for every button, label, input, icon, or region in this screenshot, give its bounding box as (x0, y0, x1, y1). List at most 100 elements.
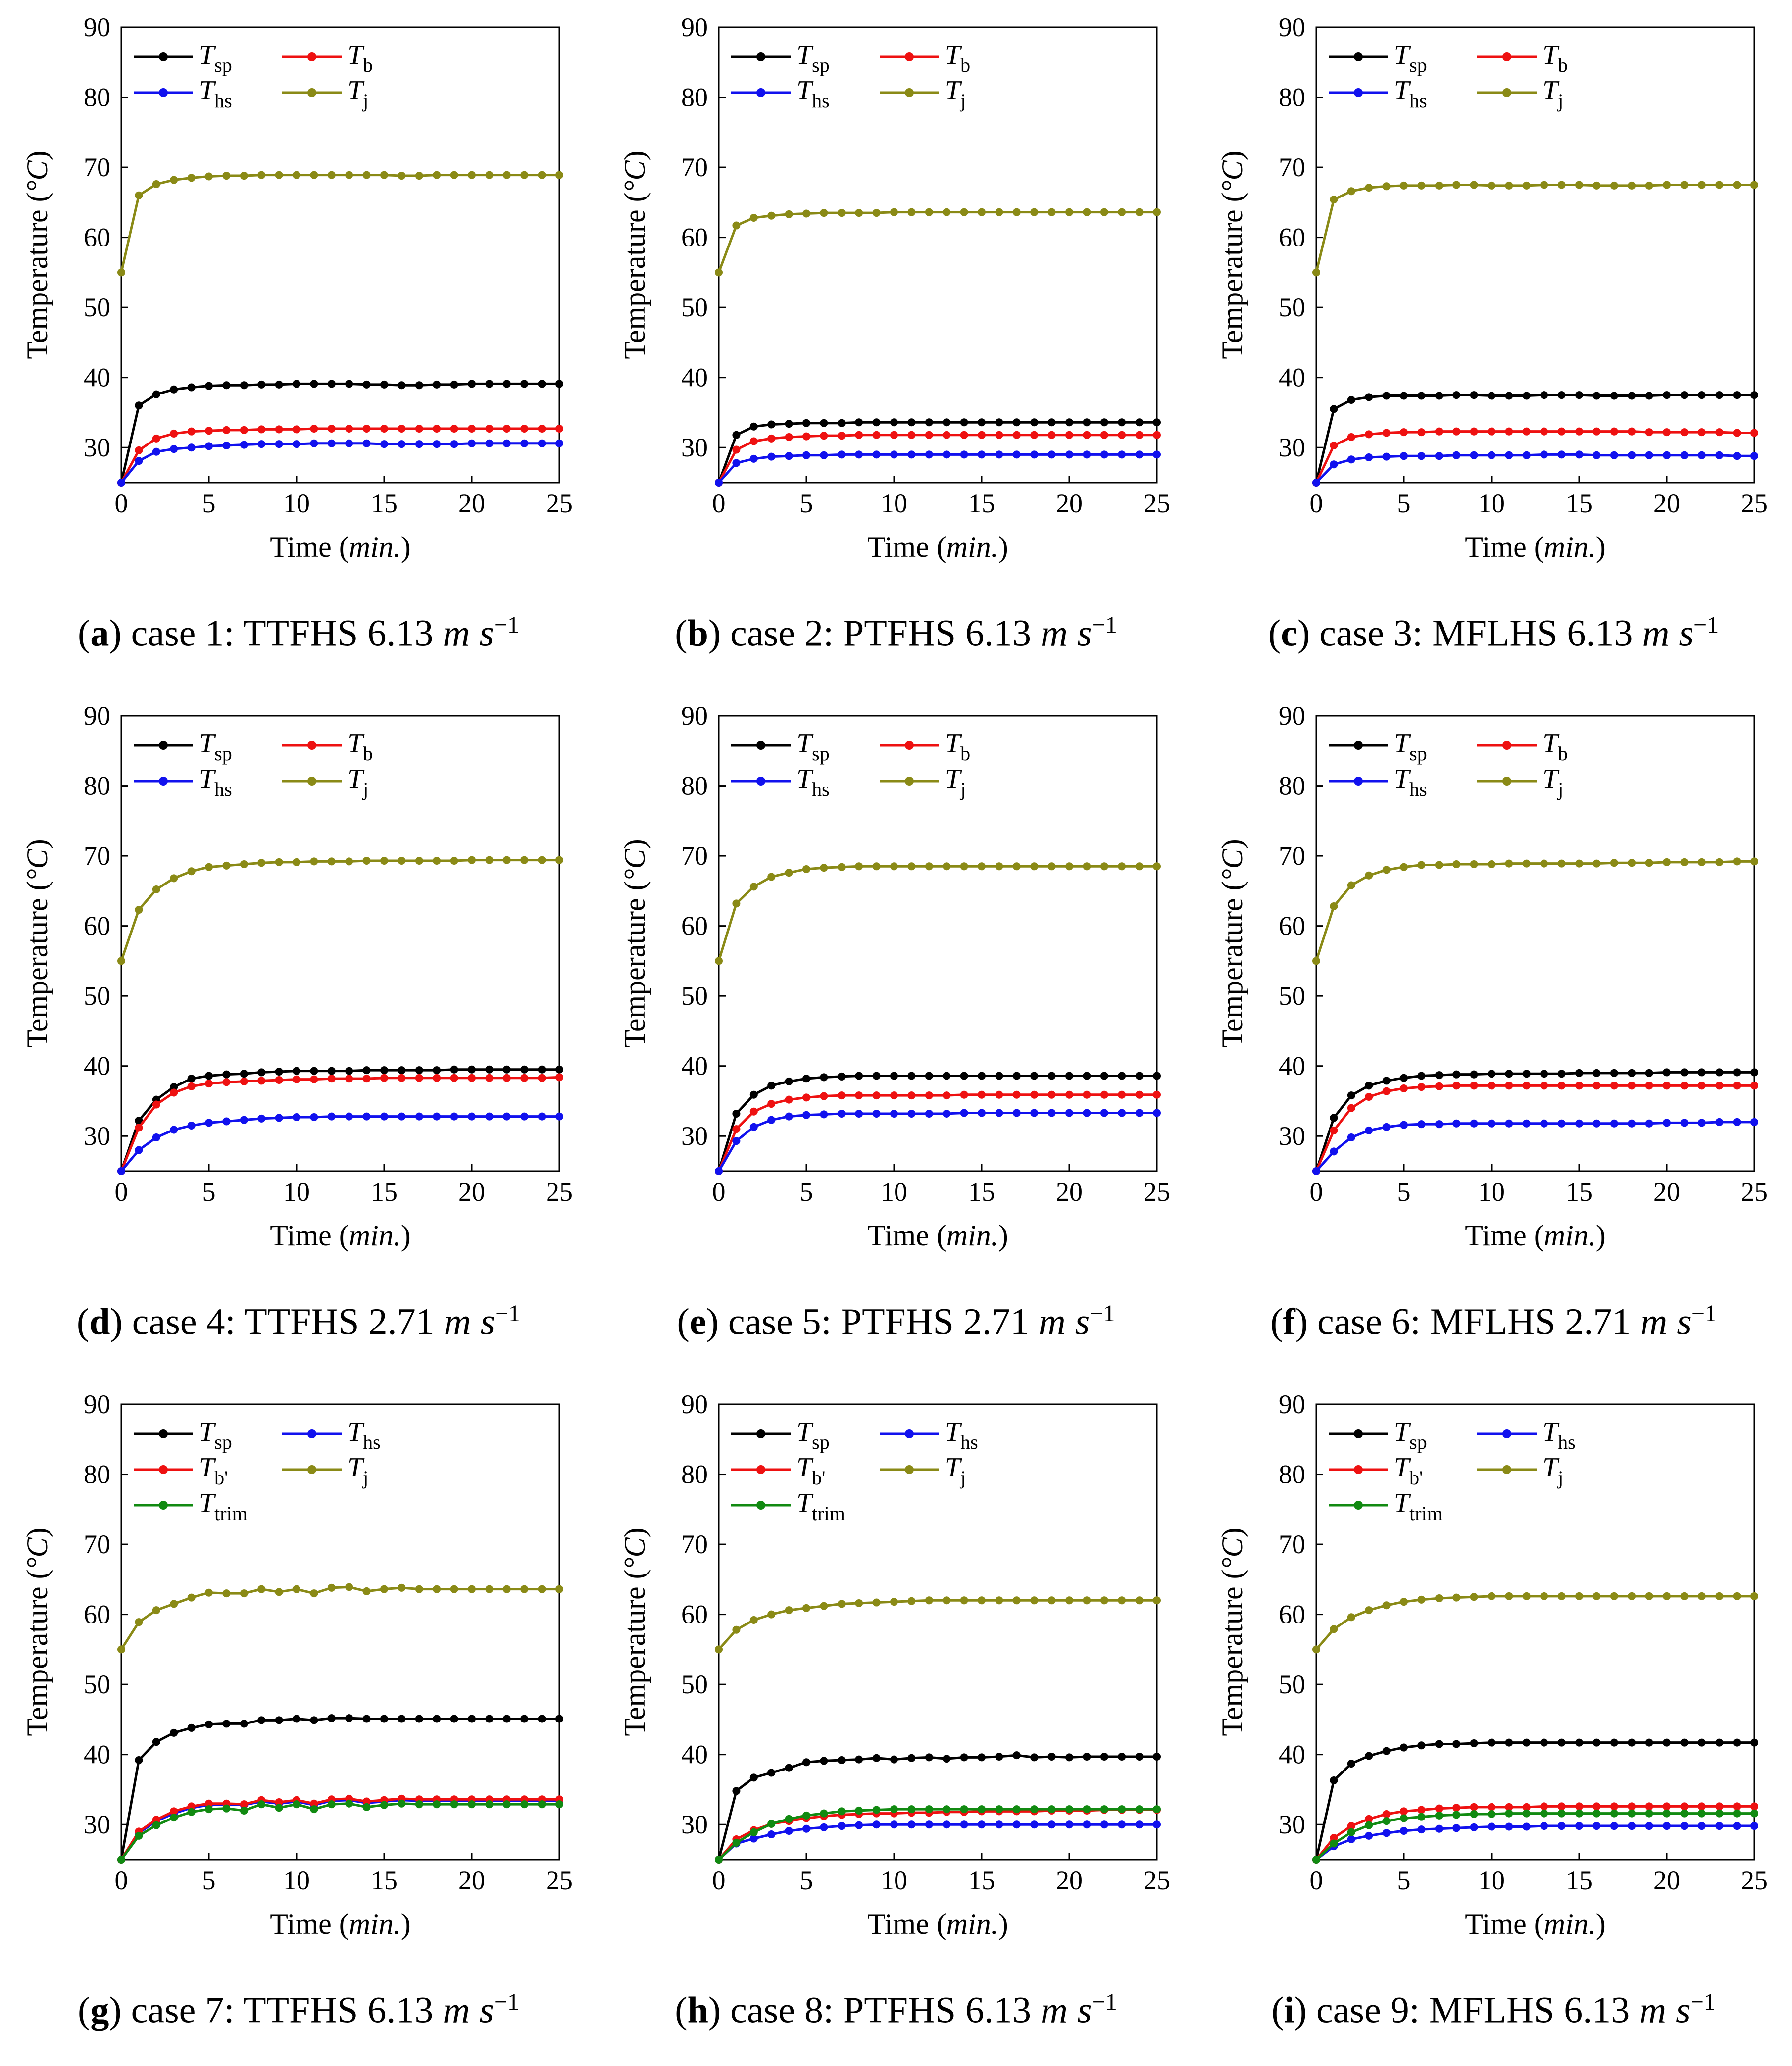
legend-label-sub: b' (214, 1467, 228, 1489)
y-tick-label: 70 (84, 152, 110, 182)
legend-label-sub: j (362, 1467, 368, 1489)
data-point (1065, 862, 1073, 871)
series-Tj (1312, 1592, 1758, 1654)
data-point (415, 381, 423, 390)
data-point (1610, 1069, 1618, 1077)
data-point (890, 1805, 898, 1814)
data-point (749, 1773, 758, 1782)
data-point (538, 1585, 546, 1593)
data-point (1417, 1120, 1426, 1129)
caption-unit-m: m (444, 1301, 471, 1343)
data-point (732, 1787, 741, 1795)
y-tick-label: 40 (1279, 1051, 1305, 1081)
data-point (520, 1112, 529, 1121)
legend-swatch-marker (159, 1429, 168, 1438)
data-point (1118, 1090, 1126, 1099)
data-point (1750, 429, 1758, 437)
data-point (890, 431, 898, 439)
data-point (520, 425, 529, 433)
data-point (257, 171, 266, 179)
data-point (1347, 1835, 1355, 1843)
series-Ths (715, 450, 1161, 487)
chart-b: 0 5 10 15 20 25 30 40 50 60 70 80 90 Time (min.) Tempe… (618, 12, 1170, 563)
data-point (1733, 391, 1741, 399)
data-point (222, 861, 231, 870)
data-point (872, 1598, 881, 1607)
data-point (1347, 395, 1355, 404)
data-point (222, 1589, 231, 1598)
legend-label: Tb (945, 728, 970, 765)
data-point (485, 1715, 494, 1723)
data-point (1715, 1809, 1724, 1818)
data-point (925, 431, 933, 439)
data-point (1435, 1594, 1443, 1603)
data-point (995, 208, 1003, 216)
data-point (767, 1769, 776, 1777)
data-point (187, 1723, 196, 1732)
data-point (345, 425, 353, 433)
data-point (872, 1109, 881, 1118)
data-point (538, 1715, 546, 1723)
data-point (468, 856, 476, 864)
data-point (995, 1109, 1003, 1117)
data-point (1365, 1082, 1373, 1090)
data-point (1522, 1082, 1531, 1090)
data-point (240, 172, 248, 180)
x-tick-label: 25 (1741, 1866, 1768, 1895)
x-tick-label: 20 (458, 1866, 485, 1895)
y-axis-unit: °C (1216, 848, 1248, 881)
series-Tb (715, 1090, 1161, 1175)
data-point (1557, 1592, 1566, 1600)
data-point (732, 1839, 741, 1847)
data-point (1645, 1809, 1653, 1818)
series-Ths (1312, 1118, 1758, 1175)
data-point (310, 1067, 318, 1075)
x-tick-label: 10 (283, 1866, 310, 1895)
x-axis-title: Time (min.) (1465, 1908, 1605, 1940)
x-axis-title: Time (min.) (270, 1908, 410, 1940)
data-point (872, 1806, 881, 1814)
data-point (327, 1800, 336, 1809)
data-point (1030, 431, 1039, 439)
data-point (785, 1826, 793, 1835)
caption-unit-exp: −1 (494, 612, 519, 638)
data-point (1488, 1082, 1495, 1090)
data-point (767, 1610, 776, 1619)
data-point (170, 1088, 178, 1097)
panel-f: 0 5 10 15 20 25 30 40 50 60 70 80 90 Time (min.) Tempe… (1195, 689, 1792, 1377)
legend-label: Ths (1394, 764, 1427, 800)
data-point (362, 425, 371, 433)
data-point (837, 1756, 846, 1765)
data-point (1488, 1822, 1495, 1831)
data-point (715, 957, 723, 965)
data-point (380, 425, 388, 433)
data-point (1645, 859, 1653, 867)
data-point (468, 439, 476, 447)
data-point (1153, 418, 1161, 427)
data-point (802, 865, 810, 873)
data-point (767, 420, 776, 429)
data-point (450, 171, 458, 179)
data-point (1505, 1809, 1513, 1818)
data-point (1083, 1752, 1091, 1761)
data-point (943, 431, 951, 439)
data-point (1435, 427, 1443, 436)
data-point (1575, 1802, 1583, 1811)
data-point (1505, 1592, 1513, 1600)
data-point (468, 171, 476, 179)
data-point (855, 418, 863, 427)
x-tick-label: 25 (546, 489, 573, 518)
legend-label: Tb' (199, 1452, 228, 1489)
data-point (1100, 1805, 1108, 1814)
y-axis-title: Temperature (°C) (1216, 839, 1248, 1047)
data-point (345, 1714, 353, 1722)
data-point (1030, 1090, 1039, 1099)
legend-label: Tb (348, 40, 373, 76)
data-point (1100, 862, 1108, 871)
data-point (1452, 1804, 1461, 1812)
legend-swatch-marker (905, 777, 914, 786)
data-point (1663, 858, 1671, 866)
data-point (1365, 184, 1373, 192)
x-tick-label: 5 (202, 1177, 216, 1207)
data-point (257, 1068, 266, 1077)
